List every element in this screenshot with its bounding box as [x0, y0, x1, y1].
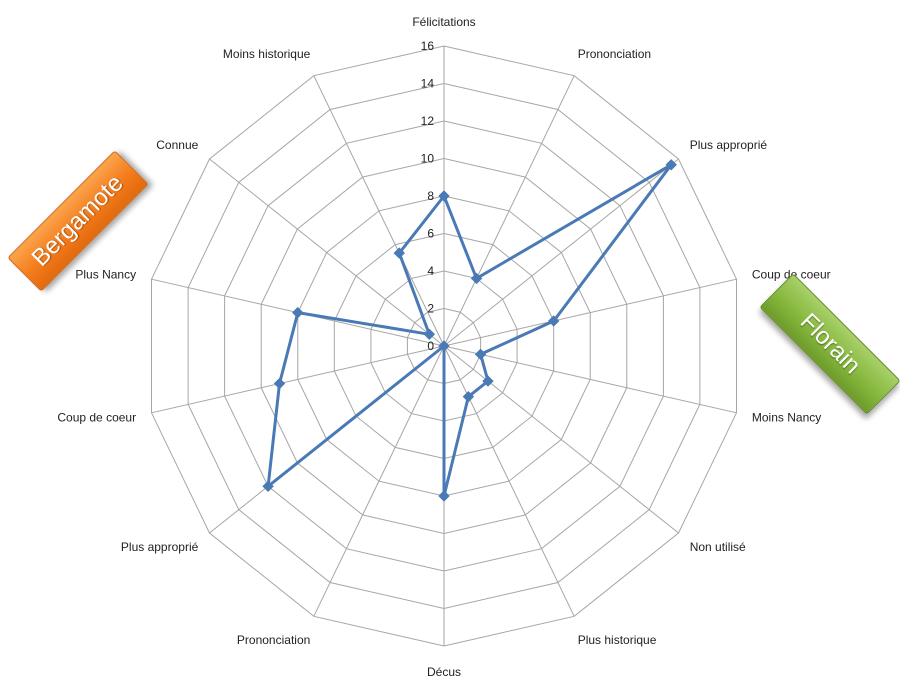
data-point-9 — [262, 480, 274, 492]
data-point-11 — [292, 306, 304, 319]
category-label-2: Plus approprié — [690, 138, 768, 152]
category-label-4: Moins Nancy — [752, 411, 821, 425]
series-layer — [262, 159, 677, 502]
data-point-5 — [482, 375, 494, 387]
tick-label-4: 4 — [427, 264, 434, 278]
category-label-10: Coup de coeur — [57, 411, 136, 425]
tick-label-10: 10 — [421, 152, 435, 166]
tick-label-6: 6 — [427, 227, 434, 241]
data-point-1 — [470, 272, 483, 285]
spoke-6 — [443, 345, 575, 617]
spoke-12 — [209, 158, 445, 347]
data-point-7 — [438, 490, 450, 502]
tick-label-8: 8 — [427, 189, 434, 203]
spoke-4 — [443, 345, 737, 414]
category-label-12: Connue — [156, 138, 198, 152]
radial-tick-labels: 0 2 4 6 8 10 12 14 16 — [421, 39, 435, 353]
category-label-6: Plus historique — [578, 633, 657, 647]
tick-label-12: 12 — [421, 114, 435, 128]
data-point-2 — [665, 159, 677, 171]
category-label-13: Moins historique — [223, 47, 311, 61]
tick-label-0: 0 — [427, 339, 434, 353]
data-point-0 — [438, 190, 450, 202]
spoke-2 — [443, 158, 679, 347]
data-point-3 — [547, 315, 560, 327]
category-label-0: Félicitations — [412, 15, 475, 29]
data-point-12 — [423, 328, 436, 341]
category-label-9: Plus approprié — [121, 540, 199, 554]
category-label-8: Prononciation — [237, 633, 310, 647]
spoke-8 — [313, 345, 445, 617]
spoke-3 — [443, 278, 737, 347]
spoke-10 — [151, 345, 445, 414]
spoke-5 — [443, 345, 679, 534]
data-point-4 — [474, 348, 487, 361]
category-label-11: Plus Nancy — [75, 267, 136, 281]
category-label-5: Non utilisé — [690, 540, 746, 554]
category-label-7: Décus — [427, 665, 461, 679]
category-label-1: Prononciation — [578, 47, 651, 61]
data-point-13 — [393, 247, 405, 259]
tick-label-16: 16 — [421, 39, 435, 53]
category-labels: Félicitations Prononciation Plus approprié… — [57, 15, 830, 679]
tick-label-14: 14 — [421, 77, 435, 91]
data-point-10 — [273, 377, 286, 390]
data-point-6 — [462, 390, 475, 403]
data-point-8 — [438, 340, 450, 352]
spoke-13 — [313, 75, 445, 347]
tick-label-2: 2 — [427, 302, 434, 316]
spoke-1 — [443, 75, 575, 347]
series-line-0 — [266, 163, 673, 498]
